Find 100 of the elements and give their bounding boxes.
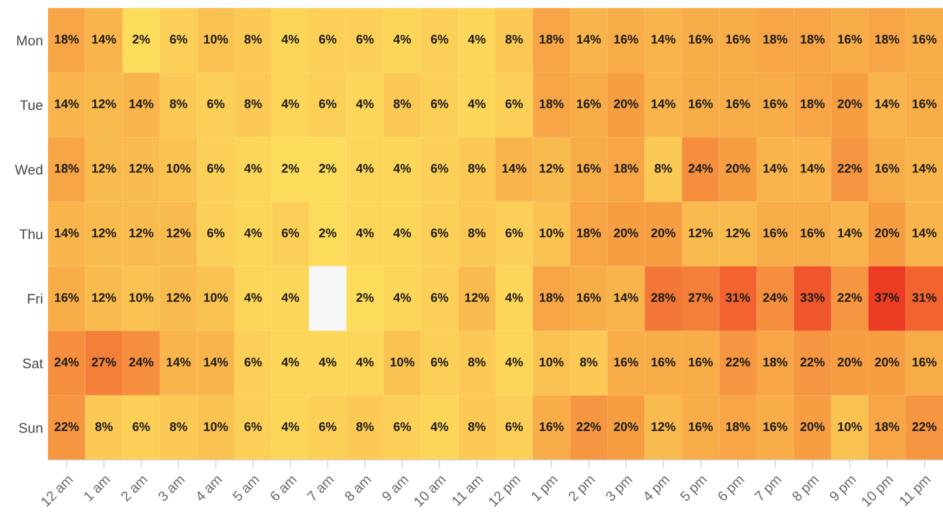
data-label: 6% [394,422,411,432]
data-label: 14% [912,164,937,173]
data-label: 4% [393,34,411,44]
data-label: 27% [92,358,116,366]
data-label: 6% [506,422,523,432]
data-label: 14% [502,164,526,173]
data-label: 6% [430,358,448,366]
data-label: 16% [875,164,900,173]
x-tick-label: 3 am [157,474,186,502]
data-label: 16% [688,34,713,44]
data-label: 18% [540,34,564,44]
data-label: 2% [282,164,300,173]
data-label: 10% [166,164,191,173]
data-label: 4% [244,293,262,302]
data-label: 4% [282,422,300,432]
data-label: 6% [207,164,225,173]
data-label: 8% [468,358,486,366]
data-label: 4% [430,422,448,432]
data-label: 4% [468,99,486,108]
data-label: 18% [54,34,79,44]
y-tick-label: Mon [17,36,42,46]
x-tick-label: 7 pm [754,474,784,504]
data-label: 6% [430,293,448,302]
data-label: 6% [207,228,225,238]
data-label: 6% [506,228,523,238]
data-label: 8% [244,34,262,44]
data-label: 20% [874,228,900,238]
data-label: 6% [356,34,374,44]
data-label: 16% [577,99,601,108]
data-label: 16% [614,34,638,44]
data-label: 10% [838,422,862,432]
data-label: 16% [577,164,601,173]
data-label: 4% [356,99,374,108]
data-label: 16% [54,293,79,302]
data-label: 14% [614,293,638,302]
data-label: 22% [838,164,862,173]
data-label: 22% [576,422,601,432]
data-label: 24% [688,164,713,173]
x-tick-label: 12 am [40,474,74,507]
data-label: 31% [912,293,937,302]
data-label: 12% [540,164,564,173]
data-label: 12% [652,422,676,432]
x-tick-label: 8 pm [791,474,821,504]
x-tick-label: 7 am [306,474,334,502]
y-tick-label: Tue [20,100,43,110]
data-label: 16% [577,293,601,302]
data-label: 20% [614,228,638,238]
data-label: 18% [800,99,825,108]
data-label: 16% [652,358,676,366]
data-label: 12% [166,228,191,238]
data-label: 4% [356,228,374,238]
data-label: 20% [874,358,900,366]
data-label: 37% [874,293,900,302]
x-tick-label: 4 pm [642,474,672,504]
data-label: 20% [614,422,638,432]
data-label: 8% [506,34,523,44]
data-label: 14% [875,99,900,108]
data-label: 16% [912,34,937,44]
data-label: 14% [763,164,788,173]
data-label: 4% [393,293,411,302]
x-tick-label: 6 pm [716,474,746,504]
data-label: 12% [92,99,116,108]
data-label: 4% [468,34,486,44]
data-label: 18% [540,99,564,108]
data-label: 22% [838,293,862,302]
y-tick-label: Thu [20,228,42,240]
y-tick-label: Sun [19,423,42,433]
data-label: 18% [875,34,900,44]
data-label: 33% [800,293,825,302]
data-label: 6% [430,99,448,108]
data-label: 2% [132,34,150,44]
data-label: 12% [465,293,490,302]
data-label: 6% [506,99,523,108]
x-tick-label: 9 am [381,474,409,502]
data-label: 27% [688,293,713,302]
data-label: 14% [204,358,228,366]
data-label: 16% [688,99,713,108]
data-label: 6% [319,422,336,432]
data-label: 4% [505,293,523,302]
data-label: 16% [688,422,713,432]
data-label: 4% [244,164,262,173]
data-label: 6% [430,34,448,44]
data-label: 14% [130,99,154,108]
data-label: 20% [651,228,676,238]
data-label: 4% [244,228,262,238]
data-label: 10% [540,358,564,366]
data-label: 2% [356,293,374,302]
x-tick-label: 5 pm [680,474,710,504]
data-label: 6% [430,164,448,173]
data-label: 22% [800,358,825,366]
data-label: 10% [540,228,564,238]
data-label: 31% [726,293,750,302]
y-tick-label: Fri [28,294,42,304]
data-label: 10% [204,293,228,302]
data-label: 12% [130,228,154,238]
data-label: 22% [54,422,79,432]
x-tick-label: 12 pm [488,474,523,509]
data-label: 12% [726,228,750,238]
x-tick-label: 9 pm [828,474,858,504]
data-label: 18% [540,293,564,302]
